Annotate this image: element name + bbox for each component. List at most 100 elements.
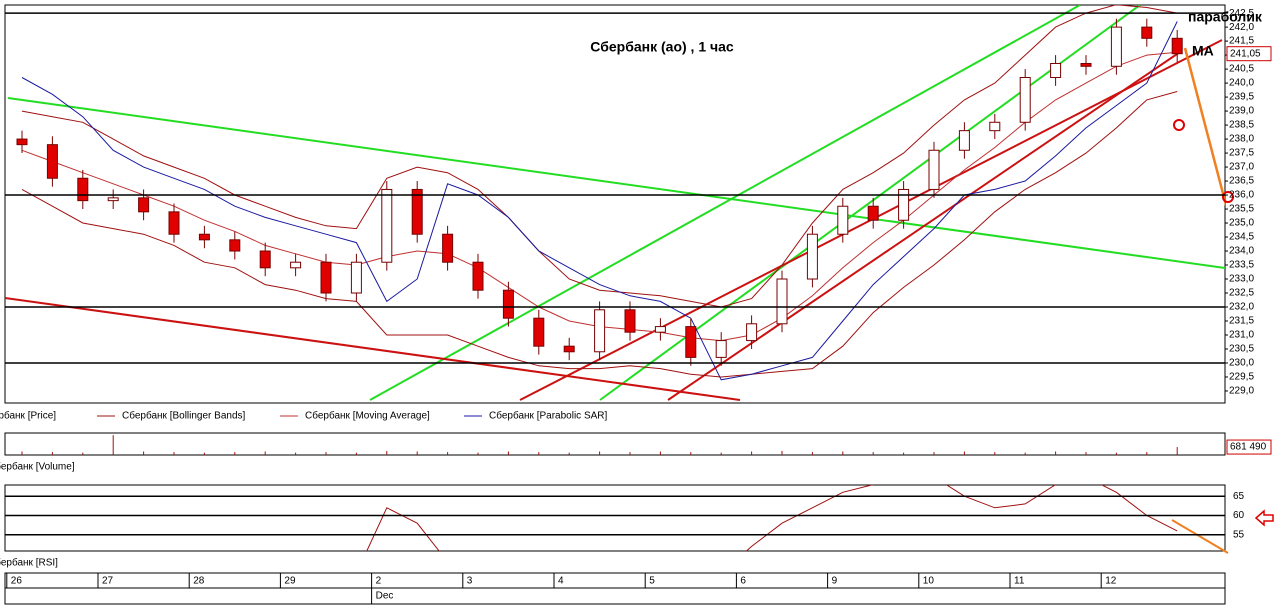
candle-body (563, 345, 575, 353)
y-tick-label: 231,0 (1229, 330, 1254, 341)
candle-body (958, 130, 970, 151)
candle-body (1019, 76, 1031, 123)
candle-body (746, 323, 758, 342)
candle-body (1141, 26, 1153, 39)
candle-body (898, 188, 910, 221)
x-tick-label: 5 (649, 576, 655, 587)
candle-body (928, 149, 940, 190)
legend-label: Сбербанк [Bollinger Bands] (122, 410, 246, 422)
overlay-line (21, 91, 1178, 378)
x-tick-label: 3 (467, 576, 473, 587)
volume-label: 681 490 (1230, 442, 1267, 453)
candle-body (685, 326, 697, 358)
candle-body (715, 340, 727, 358)
candle-body (1050, 62, 1062, 78)
candle-body (411, 188, 423, 235)
y-tick-label: 234,0 (1229, 246, 1254, 257)
y-tick-label: 232,5 (1229, 288, 1254, 299)
volume-frame (4, 432, 1226, 456)
rsi-line (366, 485, 1178, 551)
y-tick-label: 238,5 (1229, 120, 1254, 131)
annotation: МА (1192, 43, 1214, 59)
legend-label: Сбербанк [Parabolic SAR] (489, 410, 608, 422)
overlay-line (21, 51, 1178, 342)
y-tick-label: 235,0 (1229, 218, 1254, 229)
rsi-plot (366, 485, 1178, 551)
candle-body (77, 177, 89, 202)
x-tick-label: 27 (102, 576, 114, 587)
candle-body (624, 309, 636, 333)
candle-body (259, 250, 271, 269)
candle-body (46, 144, 58, 179)
x-tick-label: 2 (376, 576, 382, 587)
panel-title: Сбербанк [RSI] (0, 557, 58, 569)
forecast-arrow (1183, 47, 1225, 206)
x-tick-label: 29 (284, 576, 296, 587)
x-tick-label: 26 (11, 576, 23, 587)
y-tick-label: 242,5 (1229, 8, 1254, 19)
y-tick-label: 236,5 (1229, 176, 1254, 187)
candle-body (472, 261, 484, 291)
candle-body (654, 326, 666, 333)
y-tick-label: 235,5 (1229, 204, 1254, 215)
x-tick-label: 6 (740, 576, 746, 587)
y-tick-label: 239,5 (1229, 92, 1254, 103)
candle-body (806, 233, 818, 280)
candle-body (16, 138, 28, 146)
x-tick-label: 4 (558, 576, 564, 587)
candle-body (1171, 37, 1183, 55)
y-tick-label: 230,0 (1229, 358, 1254, 369)
candle-body (442, 233, 454, 263)
x-tick-label: 12 (1105, 576, 1117, 587)
chart-title: Сбербанк (ао) , 1 час (590, 39, 734, 55)
panel-title: Сбербанк [Volume] (0, 461, 75, 473)
candle-body (168, 211, 180, 235)
rsi-arrow (1254, 509, 1274, 527)
x-tick-label: 9 (832, 576, 838, 587)
candle-body (229, 239, 241, 252)
candle-body (867, 205, 879, 221)
trend-line (7, 97, 1225, 269)
candle-body (776, 278, 788, 325)
candle-body (320, 261, 332, 294)
y-tick-label: 230,5 (1229, 344, 1254, 355)
price-frame (4, 4, 1226, 404)
x-tick-label: 11 (1014, 576, 1025, 587)
candle-body (502, 289, 514, 319)
y-tick-label: 229,5 (1229, 372, 1254, 383)
candle-body (381, 188, 393, 263)
y-tick-label: 241,5 (1229, 36, 1254, 47)
y-tick-label: 239,0 (1229, 106, 1254, 117)
marker-circle (1173, 119, 1185, 131)
candle-body (290, 261, 302, 269)
legend-label: Сбербанк [Price] (0, 410, 56, 422)
marker-circle (1222, 191, 1234, 203)
price-tag-box (1226, 46, 1272, 62)
candle-body (1080, 62, 1092, 67)
trend-lines (5, 5, 1225, 401)
trend-line (5, 297, 741, 401)
price-tag: 241,05 (1230, 48, 1261, 59)
candle-body (350, 261, 362, 294)
rsi-forecast (1171, 519, 1229, 554)
trend-line (369, 5, 1081, 401)
candle-body (107, 197, 119, 202)
candle-body (1110, 26, 1122, 67)
y-tick-label: 60 (1233, 510, 1245, 521)
x-tick-label: 28 (193, 576, 205, 587)
candle-body (198, 233, 210, 241)
y-tick-label: 55 (1233, 529, 1245, 540)
x-tick-label: 10 (923, 576, 935, 587)
y-tick-label: 65 (1233, 491, 1245, 502)
y-tick-label: 233,0 (1229, 274, 1254, 285)
y-tick-label: 242,0 (1229, 22, 1254, 33)
trend-line (667, 51, 1181, 401)
y-tick-label: 237,0 (1229, 162, 1254, 173)
legend-label: Сбербанк [Moving Average] (305, 410, 430, 422)
y-tick-label: 232,0 (1229, 302, 1254, 313)
candle-body (138, 197, 150, 213)
overlay-line (21, 5, 1178, 308)
y-tick-label: 238,0 (1229, 134, 1254, 145)
y-tick-label: 229,0 (1229, 386, 1254, 397)
